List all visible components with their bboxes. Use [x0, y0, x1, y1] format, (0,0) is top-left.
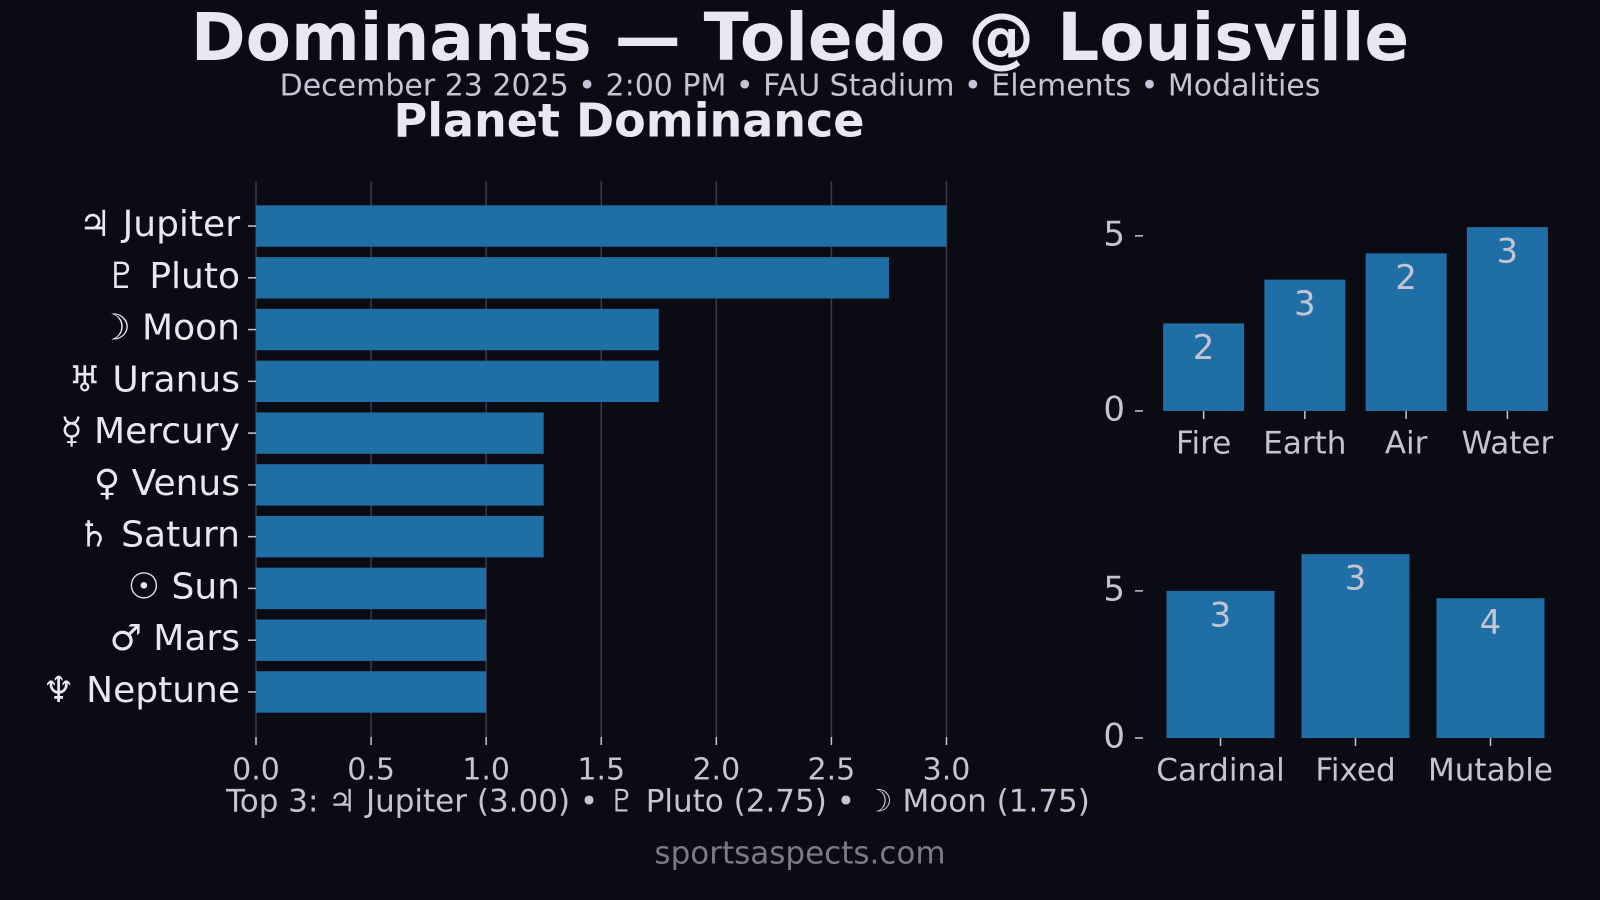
bar — [1365, 253, 1447, 411]
x-tick-label: Fixed — [1315, 753, 1395, 789]
y-tick-label: ☉ Sun — [128, 566, 240, 607]
bar — [256, 308, 659, 351]
y-tick-label: ☽ Moon — [98, 308, 240, 349]
y-tick-label: ♆ Neptune — [42, 670, 240, 711]
data-label: 2 — [1193, 328, 1215, 368]
bar — [256, 412, 544, 454]
bar — [1166, 590, 1275, 738]
x-tick-label: 2.5 — [808, 753, 856, 788]
bar — [1466, 227, 1548, 411]
chart-title: Planet Dominance — [394, 94, 865, 148]
x-tick-label: Fire — [1176, 426, 1231, 462]
subtitle: December 23 2025 • 2:00 PM • FAU Stadium… — [280, 69, 1321, 104]
y-tick-label: ♇ Pluto — [106, 256, 240, 297]
bar — [256, 567, 487, 610]
y-tick-label: ♀ Venus — [94, 463, 240, 504]
x-tick-label: Water — [1462, 426, 1554, 462]
y-tick-label: 0 — [1103, 390, 1125, 430]
x-tick-label: 0.5 — [347, 753, 395, 788]
y-tick-label: ♃ Jupiter — [79, 204, 240, 245]
bar — [1163, 323, 1245, 411]
x-tick-label: 0.0 — [232, 753, 280, 788]
page-title: Dominants — Toledo @ Louisville — [191, 0, 1409, 76]
y-tick-label: ♄ Saturn — [77, 515, 240, 556]
y-tick-label: 0 — [1103, 717, 1125, 757]
x-tick-label: 2.0 — [692, 753, 740, 788]
data-label: 3 — [1497, 232, 1519, 272]
x-tick-label: 1.5 — [577, 753, 625, 788]
x-tick-label: Cardinal — [1156, 753, 1284, 789]
x-tick-label: Air — [1385, 426, 1428, 462]
y-tick-label: 5 — [1103, 569, 1125, 609]
y-tick-label: ♂ Mars — [110, 618, 240, 659]
data-label: 2 — [1395, 258, 1417, 298]
bar — [256, 205, 947, 247]
bar — [256, 671, 487, 713]
y-tick-label: ☿ Mercury — [61, 411, 240, 452]
y-tick-label: ♅ Uranus — [69, 359, 240, 400]
x-tick-label: 1.0 — [462, 753, 510, 788]
x-tick-label: Mutable — [1428, 753, 1553, 789]
bar — [1301, 554, 1410, 738]
bar — [1264, 279, 1346, 411]
bar — [1436, 598, 1545, 738]
x-tick-label: Earth — [1263, 426, 1346, 462]
watermark: sportsaspects.com — [654, 836, 945, 872]
data-label: 3 — [1294, 284, 1316, 324]
bar — [256, 464, 544, 506]
data-label: 4 — [1480, 603, 1502, 643]
bar — [256, 360, 659, 403]
data-label: 3 — [1210, 595, 1232, 635]
data-label: 3 — [1345, 559, 1367, 599]
bar — [256, 515, 544, 558]
bar — [256, 619, 487, 661]
footer: Top 3: ♃ Jupiter (3.00) • ♇ Pluto (2.75)… — [225, 784, 1090, 820]
x-tick-label: 3.0 — [923, 753, 971, 788]
y-tick-label: 5 — [1103, 214, 1125, 254]
bar — [256, 257, 889, 299]
